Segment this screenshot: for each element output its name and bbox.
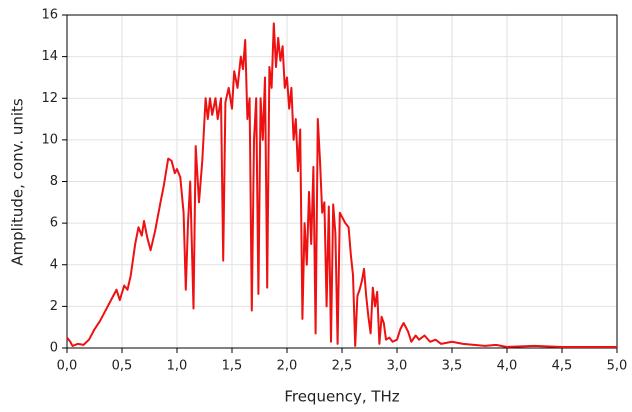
x-tick-label: 4,0 bbox=[497, 359, 518, 374]
x-axis-label: Frequency, THz bbox=[284, 388, 399, 406]
y-tick-label: 10 bbox=[41, 132, 58, 147]
x-tick-label: 3,0 bbox=[387, 359, 408, 374]
y-tick-label: 6 bbox=[50, 216, 58, 231]
x-tick-label: 0,5 bbox=[112, 359, 133, 374]
x-tick-label: 2,0 bbox=[277, 359, 298, 374]
y-axis-label: Amplitude, conv. units bbox=[9, 98, 27, 266]
y-tick-label: 4 bbox=[50, 257, 58, 272]
y-tick-label: 2 bbox=[50, 299, 58, 314]
x-tick-label: 1,0 bbox=[167, 359, 188, 374]
x-tick-label: 5,0 bbox=[607, 359, 628, 374]
x-tick-label: 1,5 bbox=[222, 359, 243, 374]
plot-frame bbox=[66, 14, 618, 349]
y-tick-label: 12 bbox=[41, 91, 58, 106]
y-tick-label: 8 bbox=[50, 174, 58, 189]
y-tick-label: 14 bbox=[41, 49, 58, 64]
x-tick-label: 2,5 bbox=[332, 359, 353, 374]
x-tick-label: 0,0 bbox=[57, 359, 78, 374]
x-tick-label: 3,5 bbox=[442, 359, 463, 374]
line-series bbox=[66, 22, 617, 348]
y-tick-label: 0 bbox=[50, 341, 58, 356]
y-tick-label: 16 bbox=[41, 8, 58, 23]
x-tick-label: 4,5 bbox=[552, 359, 573, 374]
